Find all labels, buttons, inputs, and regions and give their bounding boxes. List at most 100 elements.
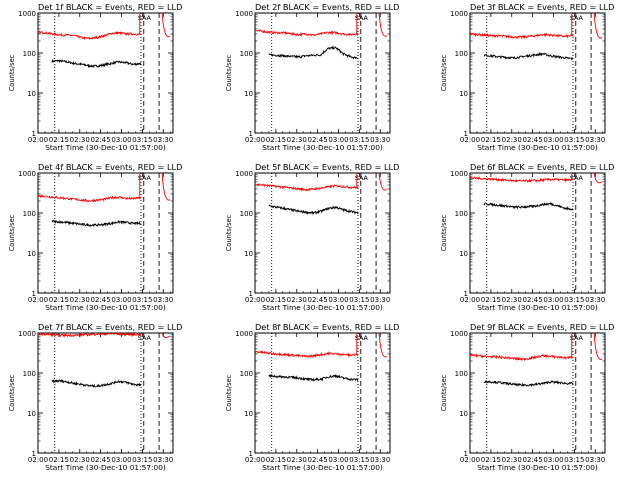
y-tick-label: 100 (23, 50, 36, 58)
x-tick-label: 03:00 (111, 456, 131, 464)
plot-frame (254, 12, 391, 134)
x-tick-label: 02:00 (28, 136, 48, 144)
x-axis-label: Start Time (30-Dec-10 01:57:00) (477, 303, 598, 312)
x-tick-label: 02:30 (70, 456, 90, 464)
x-axis-label: Start Time (30-Dec-10 01:57:00) (45, 303, 166, 312)
plot-frame (469, 172, 606, 294)
y-tick-label: 100 (455, 50, 468, 58)
y-tick-label: 1 (249, 290, 253, 298)
lld-series-line (469, 353, 574, 362)
x-tick-label: 03:30 (370, 296, 390, 304)
lld-series-line (254, 29, 359, 37)
detector-panel: Det 7f BLACK = Events, RED = LLD 1 10 100 10… (8, 322, 182, 472)
plot-frame (254, 332, 391, 454)
events-series-line (483, 379, 574, 388)
x-tick-label: 02:15 (481, 296, 501, 304)
detector-panel: Det 4f BLACK = Events, RED = LLD 1 10 100 10… (8, 162, 182, 312)
y-axis-label: Counts/sec (8, 374, 16, 411)
panel-title: Det 6f BLACK = Events, RED = LLD (470, 162, 614, 172)
y-tick-label: 1000 (18, 10, 36, 18)
x-axis-label: Start Time (30-Dec-10 01:57:00) (262, 303, 383, 312)
y-tick-label: 1000 (450, 170, 468, 178)
detector-panel: Det 2f BLACK = Events, RED = LLD 1 10 100 10… (225, 2, 399, 152)
x-tick-label: 02:30 (502, 456, 522, 464)
x-tick-label: 02:15 (481, 136, 501, 144)
y-tick-label: 1000 (18, 330, 36, 338)
saa-annotation: SAA (570, 334, 584, 342)
lld-series-line (469, 176, 574, 183)
panel-title: Det 2f BLACK = Events, RED = LLD (255, 2, 399, 12)
lld-series-line (37, 194, 142, 203)
x-axis-label: Start Time (30-Dec-10 01:57:00) (262, 463, 383, 472)
y-axis-label: Counts/sec (440, 374, 448, 411)
x-tick-label: 02:45 (523, 456, 543, 464)
lld-series-line (38, 331, 142, 338)
panel-title: Det 7f BLACK = Events, RED = LLD (38, 322, 182, 332)
y-tick-label: 10 (27, 90, 36, 98)
x-tick-label: 03:00 (328, 456, 348, 464)
detector-panel: Det 5f BLACK = Events, RED = LLD 1 10 100 10… (225, 162, 399, 312)
lld-recovery-line (161, 172, 171, 201)
y-tick-label: 1000 (235, 330, 253, 338)
x-tick-label: 02:30 (287, 296, 307, 304)
y-tick-label: 1 (464, 450, 468, 458)
y-tick-label: 100 (23, 370, 36, 378)
y-tick-label: 100 (240, 370, 253, 378)
y-tick-label: 100 (455, 370, 468, 378)
lld-recovery-line (378, 172, 388, 191)
panel-title: Det 4f BLACK = Events, RED = LLD (38, 162, 182, 172)
x-tick-label: 02:00 (245, 456, 265, 464)
x-tick-label: 02:15 (49, 456, 69, 464)
lld-recovery-line (593, 172, 603, 184)
x-tick-label: 02:45 (308, 456, 328, 464)
events-series-line (51, 219, 142, 228)
detector-panel: Det 9f BLACK = Events, RED = LLD 1 10 100 10… (440, 322, 614, 472)
events-series-line (268, 373, 359, 382)
x-tick-label: 03:30 (585, 296, 605, 304)
x-tick-label: 02:00 (245, 136, 265, 144)
x-tick-label: 02:00 (460, 136, 480, 144)
x-tick-label: 02:30 (502, 296, 522, 304)
plot-frame (37, 332, 174, 454)
x-tick-label: 03:30 (585, 456, 605, 464)
x-tick-label: 03:30 (370, 456, 390, 464)
y-tick-label: 1 (249, 130, 253, 138)
x-tick-label: 03:00 (543, 456, 563, 464)
x-tick-label: 03:00 (111, 136, 131, 144)
lld-recovery-line (161, 12, 171, 38)
y-tick-label: 10 (244, 90, 253, 98)
x-tick-label: 03:00 (111, 296, 131, 304)
x-tick-label: 03:15 (132, 296, 152, 304)
x-tick-label: 02:30 (287, 136, 307, 144)
x-tick-label: 03:30 (153, 296, 173, 304)
y-tick-label: 1 (249, 450, 253, 458)
y-axis-label: Counts/sec (8, 214, 16, 251)
x-tick-label: 02:15 (481, 456, 501, 464)
x-tick-label: 02:30 (502, 136, 522, 144)
x-axis-label: Start Time (30-Dec-10 01:57:00) (262, 143, 383, 152)
x-tick-label: 02:30 (287, 456, 307, 464)
y-tick-label: 1000 (18, 170, 36, 178)
y-tick-label: 1 (32, 130, 36, 138)
lld-series-line (469, 31, 574, 40)
y-tick-label: 1000 (235, 10, 253, 18)
plot-frame (469, 12, 606, 134)
x-tick-label: 02:15 (266, 296, 286, 304)
y-tick-label: 10 (459, 90, 468, 98)
x-tick-label: 02:45 (308, 136, 328, 144)
y-tick-label: 10 (244, 250, 253, 258)
x-tick-label: 03:30 (585, 136, 605, 144)
x-tick-label: 02:30 (70, 136, 90, 144)
x-tick-label: 03:15 (132, 456, 152, 464)
x-tick-label: 03:15 (349, 456, 369, 464)
y-axis-label: Counts/sec (8, 54, 16, 91)
y-tick-label: 1000 (235, 170, 253, 178)
x-tick-label: 03:30 (153, 136, 173, 144)
x-axis-label: Start Time (30-Dec-10 01:57:00) (45, 143, 166, 152)
y-tick-label: 100 (240, 50, 253, 58)
lld-recovery-line (378, 332, 388, 358)
y-tick-label: 10 (27, 410, 36, 418)
plot-frame (37, 12, 174, 134)
y-tick-label: 100 (240, 210, 253, 218)
